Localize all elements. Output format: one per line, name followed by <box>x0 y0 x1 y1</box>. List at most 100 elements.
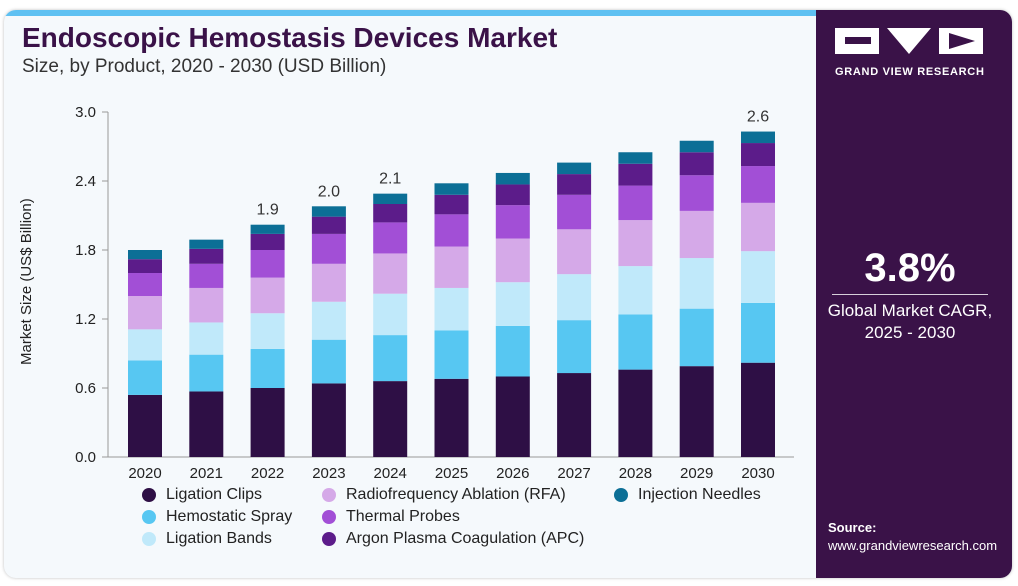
x-tick-label: 2023 <box>312 465 345 482</box>
bar-segment-thermal-probes <box>373 222 408 254</box>
cagr-label-line1: Global Market CAGR, <box>827 301 993 320</box>
y-tick-label: 3.0 <box>75 104 96 121</box>
bar-segment-hemostatic-spray <box>679 308 714 367</box>
legend-swatch-icon <box>142 488 156 502</box>
chart-subtitle: Size, by Product, 2020 - 2030 (USD Billi… <box>22 56 387 77</box>
bar-segment-hemostatic-spray <box>189 354 224 392</box>
bar-segment-thermal-probes <box>250 250 285 278</box>
bar-segment-injection-needles <box>250 224 285 234</box>
bar-segment-argon-plasma-coagulation-apc <box>557 174 592 195</box>
legend-swatch-icon <box>142 510 156 524</box>
bar-segment-injection-needles <box>679 140 714 153</box>
bar-segment-injection-needles <box>741 131 775 144</box>
bar-segment-hemostatic-spray <box>128 360 162 395</box>
y-tick-label: 0.6 <box>75 380 96 397</box>
cagr-value: 3.8% <box>864 246 956 290</box>
legend-label: Hemostatic Spray <box>166 508 293 525</box>
legend-item: Ligation Bands <box>142 530 272 548</box>
x-tick-label: 2025 <box>435 465 468 482</box>
legend-swatch-icon <box>142 532 156 546</box>
y-tick-label: 2.4 <box>75 173 96 190</box>
data-label: 2.6 <box>747 109 769 126</box>
bar-segment-ligation-clips <box>557 373 592 457</box>
bar-segment-hemostatic-spray <box>557 320 592 374</box>
bar-segment-ligation-clips <box>434 378 469 457</box>
y-tick-label: 1.2 <box>75 311 96 328</box>
legend-item: Injection Needles <box>614 486 761 504</box>
bar-segment-argon-plasma-coagulation-apc <box>373 204 408 223</box>
bar-segment-argon-plasma-coagulation-apc <box>189 248 224 264</box>
bar-segment-injection-needles <box>434 183 469 195</box>
source-url[interactable]: www.grandviewresearch.com <box>828 538 998 553</box>
bar-segment-radiofrequency-ablation-rfa <box>250 277 285 314</box>
bar-segment-injection-needles <box>189 239 224 249</box>
legend-label: Thermal Probes <box>346 508 460 525</box>
bar-segment-thermal-probes <box>679 175 714 211</box>
bar-segment-argon-plasma-coagulation-apc <box>618 163 653 186</box>
legend-item: Hemostatic Spray <box>142 508 292 526</box>
legend-swatch-icon <box>322 532 336 546</box>
source-label: Source: <box>828 520 877 535</box>
bar-segment-hemostatic-spray <box>311 339 346 384</box>
bar-segment-injection-needles <box>311 206 346 217</box>
cagr-label-line2: 2025 - 2030 <box>864 323 956 342</box>
bar-segment-ligation-bands <box>373 293 408 336</box>
legend-item: Thermal Probes <box>322 508 460 526</box>
bar-segment-ligation-bands <box>311 301 346 340</box>
cagr-label: Global Market CAGR, 2025 - 2030 <box>812 300 1008 344</box>
bar-segment-ligation-clips <box>189 391 224 457</box>
bar-segment-hemostatic-spray <box>618 314 653 370</box>
bar-segment-thermal-probes <box>434 214 469 247</box>
bar-segment-hemostatic-spray <box>250 348 285 388</box>
y-tick-label: 0.0 <box>75 449 96 466</box>
legend-swatch-icon <box>614 488 628 502</box>
bar-segment-ligation-bands <box>741 251 775 303</box>
data-label: 2.1 <box>379 171 401 188</box>
bar-segment-radiofrequency-ablation-rfa <box>557 229 592 275</box>
brand-name: GRAND VIEW RESEARCH <box>835 66 985 78</box>
bar-segment-radiofrequency-ablation-rfa <box>189 287 224 323</box>
legend-swatch-icon <box>322 510 336 524</box>
bar-segment-radiofrequency-ablation-rfa <box>495 238 530 283</box>
bar-segment-argon-plasma-coagulation-apc <box>250 233 285 250</box>
legend-item: Argon Plasma Coagulation (APC) <box>322 530 584 548</box>
x-tick-label: 2028 <box>619 465 652 482</box>
bar-segment-injection-needles <box>618 152 653 164</box>
bar-segment-ligation-clips <box>679 366 714 457</box>
bar-segment-argon-plasma-coagulation-apc <box>495 184 530 206</box>
legend-label: Argon Plasma Coagulation (APC) <box>346 530 585 547</box>
legend-label: Ligation Bands <box>166 530 272 547</box>
x-tick-label: 2021 <box>190 465 223 482</box>
bar-segment-injection-needles <box>495 172 530 185</box>
x-tick-label: 2024 <box>374 465 407 482</box>
bar-segment-thermal-probes <box>128 273 162 296</box>
bar-segment-ligation-clips <box>128 394 162 457</box>
bar-segment-ligation-clips <box>618 369 653 457</box>
bar-segment-radiofrequency-ablation-rfa <box>741 202 775 252</box>
bar-segment-ligation-bands <box>618 266 653 315</box>
bar-segment-injection-needles <box>128 250 162 260</box>
bar-segment-ligation-clips <box>741 362 775 457</box>
bar-segment-radiofrequency-ablation-rfa <box>679 210 714 259</box>
legend-swatch-icon <box>322 488 336 502</box>
bar-segment-ligation-clips <box>250 388 285 457</box>
bar-segment-ligation-bands <box>128 329 162 361</box>
bar-segment-radiofrequency-ablation-rfa <box>434 246 469 288</box>
data-label: 2.0 <box>318 183 340 200</box>
bar-segment-radiofrequency-ablation-rfa <box>373 253 408 294</box>
bar-segment-ligation-bands <box>434 287 469 331</box>
bar-segment-injection-needles <box>373 193 408 204</box>
bar-segment-thermal-probes <box>618 185 653 221</box>
legend-item: Ligation Clips <box>142 486 262 504</box>
bar-segment-ligation-clips <box>373 381 408 457</box>
x-tick-label: 2030 <box>741 465 774 482</box>
bar-segment-argon-plasma-coagulation-apc <box>679 152 714 176</box>
cagr-divider <box>832 294 988 295</box>
bar-segment-hemostatic-spray <box>495 325 530 377</box>
legend-item: Radiofrequency Ablation (RFA) <box>322 486 566 504</box>
bar-segment-ligation-clips <box>495 376 530 457</box>
bar-segment-thermal-probes <box>741 166 775 203</box>
x-tick-label: 2026 <box>496 465 529 482</box>
legend-label: Ligation Clips <box>166 486 263 503</box>
bar-segment-ligation-bands <box>250 313 285 349</box>
